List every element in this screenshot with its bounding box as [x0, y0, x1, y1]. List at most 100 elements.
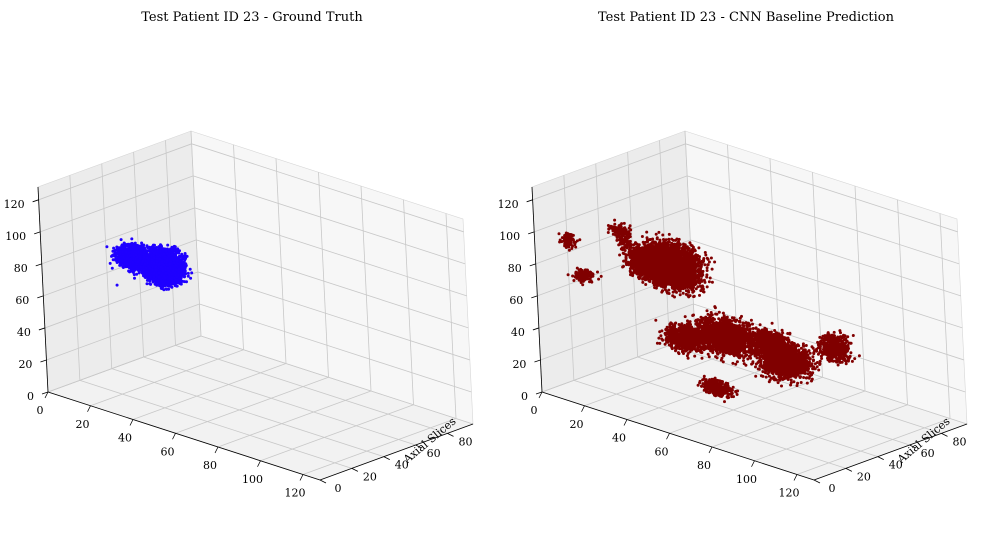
- data-point: [123, 242, 127, 246]
- y-tick-label: 0: [335, 482, 342, 495]
- z-tick: [35, 263, 42, 267]
- data-point: [177, 267, 181, 271]
- x-tick-label: 0: [531, 404, 538, 417]
- data-point: [105, 245, 109, 249]
- data-point: [160, 279, 164, 283]
- y-tick-label: 80: [459, 435, 473, 448]
- y-tick-label: 40: [395, 459, 409, 472]
- gridline: [41, 207, 195, 265]
- data-point: [185, 254, 189, 258]
- data-point: [137, 250, 140, 254]
- data-point: [178, 280, 181, 284]
- gridline: [275, 158, 287, 364]
- data-point: [140, 241, 144, 245]
- data-point: [130, 237, 134, 241]
- data-point: [143, 275, 147, 279]
- data-point: [141, 259, 145, 263]
- x-tick: [793, 474, 798, 481]
- y-tick: [845, 467, 853, 472]
- gridline: [196, 239, 469, 329]
- y-tick-label: 20: [857, 470, 871, 483]
- z-axis-line: [37, 186, 49, 393]
- gridline: [40, 175, 194, 233]
- gridline: [403, 199, 414, 405]
- data-point: [113, 250, 116, 253]
- y-tick: [351, 467, 359, 472]
- z-tick: [529, 263, 536, 267]
- data-point: [152, 278, 156, 281]
- gridline: [38, 143, 192, 201]
- z-tick-label: 60: [15, 294, 29, 307]
- gridline: [190, 130, 202, 337]
- x-tick: [257, 460, 261, 467]
- data-point: [128, 254, 132, 258]
- data-point: [152, 271, 156, 275]
- data-point: [168, 277, 172, 280]
- data-point: [127, 244, 131, 248]
- data-point: [129, 269, 133, 273]
- gridline: [101, 163, 113, 369]
- z-tick: [528, 231, 535, 235]
- y-tick: [447, 432, 454, 437]
- y-tick-label: 20: [363, 470, 377, 483]
- data-point: [131, 260, 135, 264]
- data-point: [183, 258, 187, 262]
- data-point: [153, 243, 156, 247]
- x-tick-label: 100: [736, 473, 757, 486]
- data-point: [146, 246, 150, 250]
- z-tick: [531, 295, 538, 299]
- data-point: [127, 269, 131, 273]
- data-point: [125, 257, 129, 261]
- x-tick: [214, 446, 219, 454]
- data-point: [157, 262, 161, 266]
- data-point: [135, 272, 139, 276]
- x-tick: [623, 419, 628, 426]
- x-tick: [44, 391, 49, 399]
- data-point: [143, 262, 147, 266]
- z-tick: [40, 359, 47, 363]
- data-point: [129, 247, 133, 250]
- data-point: [155, 259, 159, 263]
- data-point: [145, 256, 149, 260]
- data-point: [148, 282, 152, 286]
- data-point: [157, 271, 161, 275]
- data-point: [157, 275, 161, 279]
- data-point: [119, 238, 123, 242]
- z-tick: [41, 391, 49, 395]
- data-point: [176, 247, 180, 251]
- data-point: [167, 249, 171, 253]
- y-tick: [941, 432, 948, 437]
- data-point: [127, 265, 131, 269]
- data-point: [150, 258, 154, 261]
- data-point: [135, 267, 139, 270]
- data-point: [160, 287, 164, 291]
- y-tick: [383, 456, 390, 461]
- x-tick-label: 80: [203, 459, 217, 472]
- data-point: [110, 266, 114, 270]
- data-point: [174, 278, 178, 282]
- z-tick-label: 0: [521, 390, 528, 403]
- z-tick-label: 40: [17, 326, 31, 339]
- data-point: [133, 276, 136, 280]
- x-tick-label: 40: [118, 432, 132, 445]
- data-point: [114, 258, 118, 262]
- data-point: [134, 257, 137, 261]
- chart-title: Test Patient ID 23 - Ground Truth: [141, 10, 363, 25]
- data-point: [186, 274, 190, 278]
- data-point: [186, 271, 190, 275]
- data-point: [127, 251, 131, 255]
- data-point: [123, 245, 127, 249]
- data-point: [108, 261, 112, 265]
- data-point: [146, 275, 150, 279]
- x-tick-label: 60: [655, 445, 669, 458]
- gridline: [175, 344, 448, 434]
- data-point: [174, 251, 178, 255]
- data-point: [185, 280, 188, 284]
- data-point: [154, 246, 158, 249]
- x-tick-label: 0: [37, 404, 44, 417]
- data-point: [156, 279, 160, 283]
- data-point: [161, 282, 165, 286]
- data-point: [118, 258, 122, 262]
- data-point: [168, 283, 172, 286]
